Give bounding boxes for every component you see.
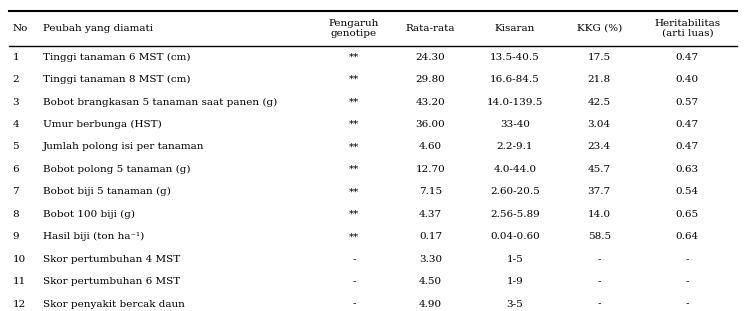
Text: 6: 6: [13, 165, 19, 174]
Text: 3.04: 3.04: [588, 120, 611, 129]
Text: -: -: [598, 277, 601, 286]
Text: **: **: [348, 75, 359, 84]
Text: 17.5: 17.5: [588, 53, 611, 62]
Text: 43.20: 43.20: [416, 98, 445, 107]
Text: 0.65: 0.65: [676, 210, 699, 219]
Text: 5: 5: [13, 142, 19, 151]
Text: 2: 2: [13, 75, 19, 84]
Text: **: **: [348, 142, 359, 151]
Text: 4: 4: [13, 120, 19, 129]
Text: Peubah yang diamati: Peubah yang diamati: [43, 24, 153, 33]
Text: Skor pertumbuhan 4 MST: Skor pertumbuhan 4 MST: [43, 255, 181, 264]
Text: -: -: [352, 299, 356, 309]
Text: 3.30: 3.30: [419, 255, 442, 264]
Text: 3-5: 3-5: [507, 299, 523, 309]
Text: 4.37: 4.37: [419, 210, 442, 219]
Text: 1: 1: [13, 53, 19, 62]
Text: 0.40: 0.40: [676, 75, 699, 84]
Text: 16.6-84.5: 16.6-84.5: [490, 75, 539, 84]
Text: 8: 8: [13, 210, 19, 219]
Text: 2.60-20.5: 2.60-20.5: [490, 187, 539, 196]
Text: 0.04-0.60: 0.04-0.60: [490, 232, 539, 241]
Text: **: **: [348, 53, 359, 62]
Text: -: -: [686, 299, 689, 309]
Text: 1-9: 1-9: [507, 277, 523, 286]
Text: **: **: [348, 98, 359, 107]
Text: **: **: [348, 210, 359, 219]
Text: 14.0-139.5: 14.0-139.5: [486, 98, 543, 107]
Text: 4.0-44.0: 4.0-44.0: [493, 165, 536, 174]
Text: 4.90: 4.90: [419, 299, 442, 309]
Text: Skor pertumbuhan 6 MST: Skor pertumbuhan 6 MST: [43, 277, 181, 286]
Text: -: -: [598, 255, 601, 264]
Text: No: No: [13, 24, 28, 33]
Text: 37.7: 37.7: [588, 187, 611, 196]
Text: 1-5: 1-5: [507, 255, 523, 264]
Text: 0.47: 0.47: [676, 53, 699, 62]
Text: 12: 12: [13, 299, 26, 309]
Text: 33-40: 33-40: [500, 120, 530, 129]
Text: 42.5: 42.5: [588, 98, 611, 107]
Text: 21.8: 21.8: [588, 75, 611, 84]
Text: Skor penyakit bercak daun: Skor penyakit bercak daun: [43, 299, 185, 309]
Text: 23.4: 23.4: [588, 142, 611, 151]
Text: Jumlah polong isi per tanaman: Jumlah polong isi per tanaman: [43, 142, 204, 151]
Text: 11: 11: [13, 277, 26, 286]
Text: 0.57: 0.57: [676, 98, 699, 107]
Text: Bobot polong 5 tanaman (g): Bobot polong 5 tanaman (g): [43, 165, 191, 174]
Text: 45.7: 45.7: [588, 165, 611, 174]
Text: -: -: [598, 299, 601, 309]
Text: **: **: [348, 120, 359, 129]
Text: 36.00: 36.00: [416, 120, 445, 129]
Text: 29.80: 29.80: [416, 75, 445, 84]
Text: -: -: [352, 255, 356, 264]
Text: **: **: [348, 232, 359, 241]
Text: 10: 10: [13, 255, 26, 264]
Text: 9: 9: [13, 232, 19, 241]
Text: 12.70: 12.70: [416, 165, 445, 174]
Text: 0.17: 0.17: [419, 232, 442, 241]
Text: 2.56-5.89: 2.56-5.89: [490, 210, 539, 219]
Text: 0.47: 0.47: [676, 120, 699, 129]
Text: 3: 3: [13, 98, 19, 107]
Text: Kisaran: Kisaran: [495, 24, 535, 33]
Text: 0.54: 0.54: [676, 187, 699, 196]
Text: **: **: [348, 165, 359, 174]
Text: Bobot biji 5 tanaman (g): Bobot biji 5 tanaman (g): [43, 187, 171, 197]
Text: 4.50: 4.50: [419, 277, 442, 286]
Text: -: -: [686, 255, 689, 264]
Text: Rata-rata: Rata-rata: [406, 24, 455, 33]
Text: **: **: [348, 187, 359, 196]
Text: 0.63: 0.63: [676, 165, 699, 174]
Text: 4.60: 4.60: [419, 142, 442, 151]
Text: -: -: [352, 277, 356, 286]
Text: 24.30: 24.30: [416, 53, 445, 62]
Text: 14.0: 14.0: [588, 210, 611, 219]
Text: Bobot 100 biji (g): Bobot 100 biji (g): [43, 210, 135, 219]
Text: Umur berbunga (HST): Umur berbunga (HST): [43, 120, 162, 129]
Text: Bobot brangkasan 5 tanaman saat panen (g): Bobot brangkasan 5 tanaman saat panen (g…: [43, 98, 278, 107]
Text: 2.2-9.1: 2.2-9.1: [497, 142, 533, 151]
Text: Pengaruh
genotipe: Pengaruh genotipe: [329, 19, 379, 38]
Text: Tinggi tanaman 8 MST (cm): Tinggi tanaman 8 MST (cm): [43, 75, 191, 84]
Text: 7.15: 7.15: [419, 187, 442, 196]
Text: Heritabilitas
(arti luas): Heritabilitas (arti luas): [654, 19, 721, 38]
Text: -: -: [686, 277, 689, 286]
Text: 58.5: 58.5: [588, 232, 611, 241]
Text: 0.47: 0.47: [676, 142, 699, 151]
Text: 0.64: 0.64: [676, 232, 699, 241]
Text: 13.5-40.5: 13.5-40.5: [490, 53, 539, 62]
Text: KKG (%): KKG (%): [577, 24, 622, 33]
Text: Tinggi tanaman 6 MST (cm): Tinggi tanaman 6 MST (cm): [43, 53, 191, 62]
Text: 7: 7: [13, 187, 19, 196]
Text: Hasil biji (ton ha⁻¹): Hasil biji (ton ha⁻¹): [43, 232, 145, 241]
